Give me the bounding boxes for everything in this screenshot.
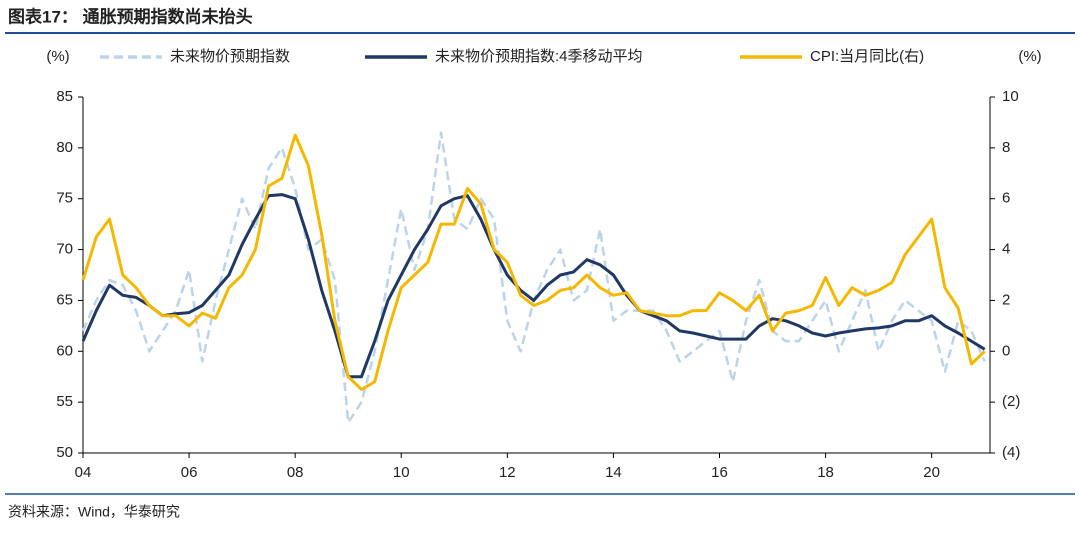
series-line — [81, 133, 986, 391]
y-tick-label: 50 — [56, 444, 73, 461]
y2-unit: (%) — [1018, 48, 1041, 65]
x-tick-label: 14 — [605, 464, 622, 481]
y2-tick-label: 2 — [1002, 291, 1010, 308]
y-tick-label: 70 — [56, 241, 73, 258]
x-tick-label: 04 — [75, 464, 92, 481]
y2-tick-label: 10 — [1002, 88, 1019, 105]
x-tick-label: 10 — [393, 464, 410, 481]
y-tick-label: 85 — [56, 88, 73, 105]
y-tick-label: 75 — [56, 190, 73, 207]
x-tick-label: 18 — [817, 464, 834, 481]
y-tick-label: 65 — [56, 291, 73, 308]
x-tick-label: 06 — [181, 464, 198, 481]
y2-tick-label: 6 — [1002, 190, 1010, 207]
legend-label: 未来物价预期指数:4季移动平均 — [435, 48, 643, 65]
y-tick-label: 80 — [56, 139, 73, 156]
legend-label: 未来物价预期指数 — [170, 48, 290, 65]
y-tick-label: 55 — [56, 393, 73, 410]
y2-tick-label: 4 — [1002, 241, 1010, 258]
legend-label: CPI:当月同比(右) — [810, 48, 924, 65]
y2-tick-label: 0 — [1002, 342, 1010, 359]
source: 资料来源：Wind，华泰研究 — [8, 504, 180, 520]
x-tick-label: 20 — [923, 464, 940, 481]
y2-tick-label: 8 — [1002, 139, 1010, 156]
x-tick-label: 08 — [287, 464, 304, 481]
y-unit: (%) — [46, 48, 69, 65]
series-line — [81, 193, 986, 379]
y-tick-label: 60 — [56, 342, 73, 359]
y2-tick-label: (4) — [1002, 444, 1020, 461]
chart-title: 图表17： 通胀预期指数尚未抬头 — [8, 6, 253, 26]
x-tick-label: 16 — [711, 464, 728, 481]
y2-tick-label: (2) — [1002, 393, 1020, 410]
x-tick-label: 12 — [499, 464, 516, 481]
series-line — [81, 131, 986, 424]
